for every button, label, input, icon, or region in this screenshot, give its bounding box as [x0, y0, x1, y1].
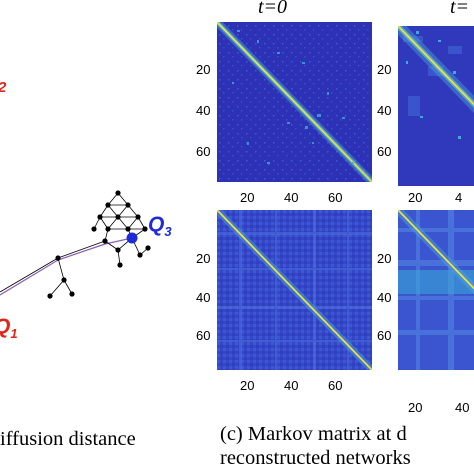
matrix-t-next-top	[398, 26, 474, 186]
ytick-rbot-20: 20	[377, 251, 392, 266]
ytick-bot-20: 20	[196, 251, 211, 266]
q3-node	[126, 232, 138, 244]
xtick-bot-60: 60	[328, 378, 343, 393]
ytick-rtop-60: 60	[377, 144, 392, 159]
title-t-next: t=	[450, 0, 470, 18]
panel-c: t=0 t= 20 40 60	[190, 0, 474, 474]
ytick-bot-40: 40	[196, 290, 211, 305]
matrix-t0-bottom	[217, 210, 372, 370]
q3-label: Q3	[148, 213, 172, 240]
q1-label: Q1	[0, 315, 18, 342]
diffusion-path	[0, 237, 133, 296]
xtick-bot-20: 20	[240, 378, 255, 393]
title-t0: t=0	[258, 0, 288, 18]
ytick-top-40: 40	[196, 103, 211, 118]
q2-label: 2	[0, 70, 6, 96]
panel-c-caption-line1: (c) Markov matrix at d	[220, 423, 407, 445]
ytick-rtop-40: 40	[377, 103, 392, 118]
xtick-bot-40: 40	[284, 378, 299, 393]
ytick-bot-60: 60	[196, 328, 211, 343]
xtick-rtop-20: 20	[408, 190, 423, 205]
panel-c-caption-line2: reconstructed networks	[220, 447, 411, 469]
xtick-top-20: 20	[240, 190, 255, 205]
xtick-rbot-40: 40	[455, 400, 470, 415]
ytick-top-20: 20	[196, 62, 211, 77]
xtick-rtop-40: 4	[455, 190, 463, 205]
xtick-rbot-20: 20	[408, 400, 423, 415]
ytick-rbot-60: 60	[377, 328, 392, 343]
matrix-t0-top	[217, 22, 372, 182]
network-graph	[0, 190, 151, 299]
panel-b-caption: iffusion distance	[0, 428, 136, 450]
matrix-t-next-bottom	[398, 210, 474, 370]
ytick-rtop-20: 20	[377, 62, 392, 77]
xtick-top-60: 60	[328, 190, 343, 205]
ytick-rbot-40: 40	[377, 290, 392, 305]
panel-b: 2	[0, 0, 200, 474]
xtick-top-40: 40	[284, 190, 299, 205]
ytick-top-60: 60	[196, 144, 211, 159]
